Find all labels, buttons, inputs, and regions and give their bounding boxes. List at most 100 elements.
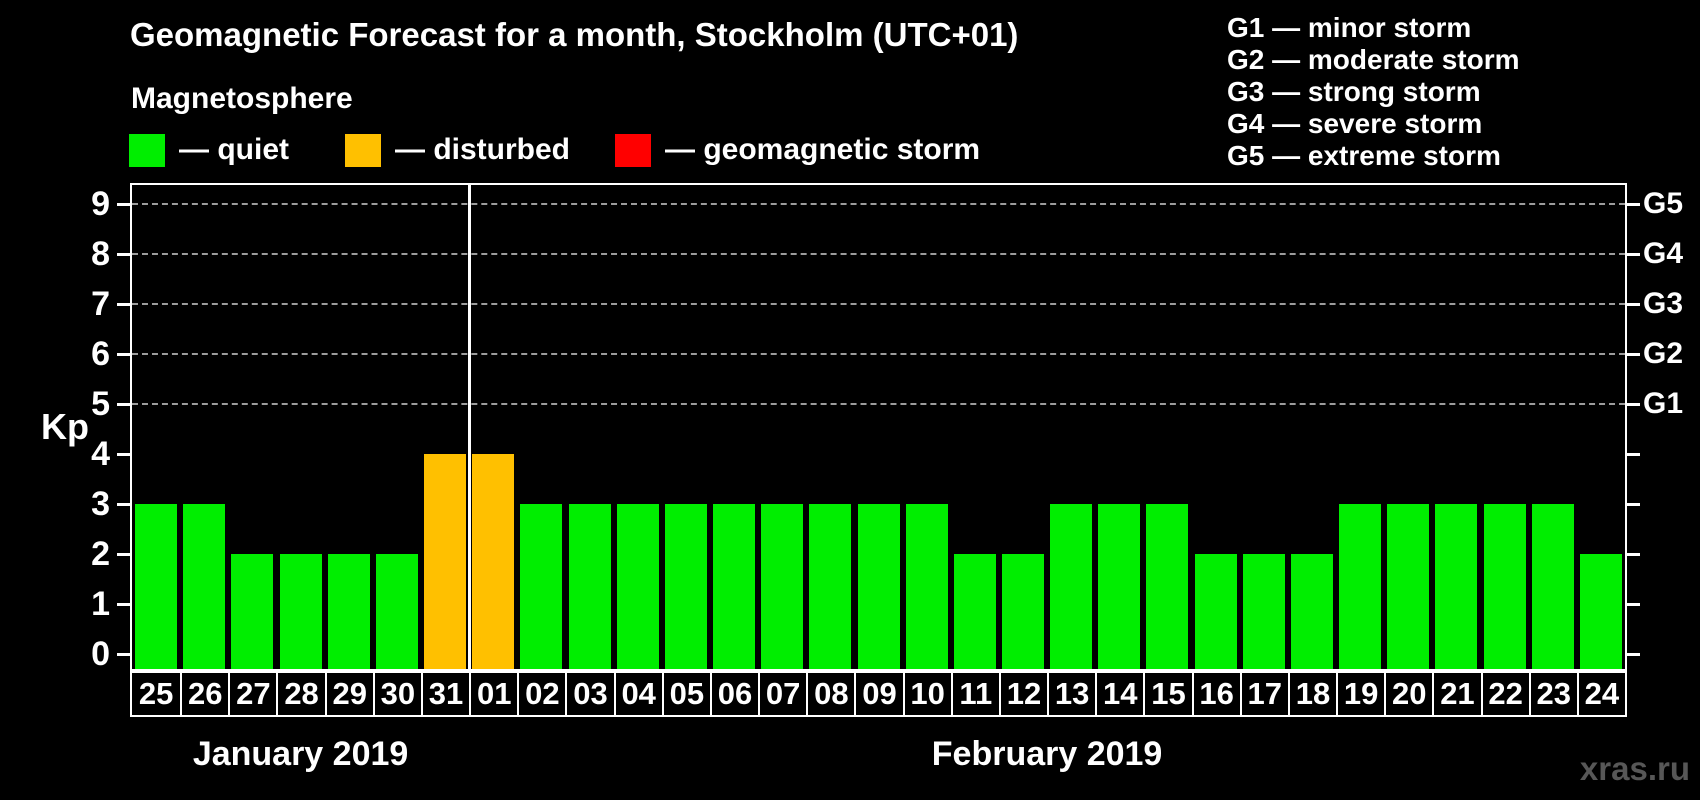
g-legend-line-G1: G1 — minor storm (1227, 12, 1472, 43)
kp-bar-day-22 (1483, 504, 1526, 669)
month-label: February 2019 (931, 735, 1163, 773)
y-axis-tick-right (1627, 403, 1640, 406)
kp-bar-day-17 (1242, 554, 1285, 669)
g-level-label: G4 (1643, 237, 1684, 270)
day-label: 10 (902, 673, 951, 715)
kp-bar-day-09 (857, 504, 900, 669)
kp-bar-day-15 (1146, 504, 1189, 669)
day-label: 15 (1143, 673, 1191, 715)
day-label: 31 (420, 673, 469, 715)
gridline (132, 203, 1625, 205)
gridline (132, 303, 1625, 305)
kp-bar-day-21 (1435, 504, 1478, 669)
day-label: 28 (276, 673, 324, 715)
g-scale-legend: G1 — minor storm G2 — moderate storm G3 — … (1227, 12, 1520, 172)
day-label: 22 (1480, 673, 1529, 715)
legend-item-storm: — geomagnetic storm (615, 133, 980, 167)
y-axis-tick-right (1627, 603, 1640, 606)
kp-bar-day-07 (761, 504, 804, 669)
kp-bar-day-31 (424, 454, 467, 669)
day-label: 27 (228, 673, 276, 715)
day-label: 13 (1047, 673, 1095, 715)
y-axis-tick-left (117, 203, 130, 206)
day-label: 02 (517, 673, 565, 715)
kp-bar-day-11 (953, 554, 996, 669)
y-axis-tick-right (1627, 503, 1640, 506)
kp-bar-day-05 (664, 504, 707, 669)
day-label: 09 (854, 673, 902, 715)
y-tick-label: 4 (91, 435, 110, 473)
y-axis-tick-left (117, 603, 130, 606)
legend-heading: Magnetosphere (131, 82, 353, 115)
kp-bar-day-30 (375, 554, 418, 669)
g-legend-line-G3: G3 — strong storm (1227, 76, 1481, 107)
day-label: 23 (1528, 673, 1577, 715)
y-axis-tick-left (117, 403, 130, 406)
day-label: 04 (613, 673, 662, 715)
kp-bar-day-23 (1531, 504, 1574, 669)
kp-bar-day-03 (568, 504, 611, 669)
kp-bar-day-01 (472, 454, 515, 669)
day-label: 29 (324, 673, 373, 715)
y-axis-tick-right (1627, 303, 1640, 306)
legend-label-quiet: — quiet (179, 133, 289, 166)
day-label: 25 (138, 676, 174, 711)
y-axis-tick-left (117, 453, 130, 456)
day-label: 19 (1336, 673, 1384, 715)
g-legend-line-G2: G2 — moderate storm (1227, 44, 1520, 75)
kp-bar-day-18 (1290, 554, 1333, 669)
y-tick-label: 2 (91, 535, 110, 573)
kp-bar-day-25 (135, 504, 178, 669)
legend-swatch-storm (615, 133, 651, 167)
y-axis-tick-right (1627, 453, 1640, 456)
kp-bar-day-19 (1339, 504, 1382, 669)
y-axis-tick-right (1627, 353, 1640, 356)
y-tick-label: 3 (91, 485, 110, 523)
day-label: 30 (372, 673, 421, 715)
y-tick-label: 8 (91, 235, 110, 273)
kp-bar-day-26 (183, 504, 226, 669)
gridline (132, 353, 1625, 355)
g-legend-line-G5: G5 — extreme storm (1227, 140, 1501, 171)
kp-bar-day-27 (231, 554, 274, 669)
legend-item-quiet: — quiet (129, 133, 289, 167)
kp-bar-day-20 (1387, 504, 1430, 669)
kp-bar-day-14 (1098, 504, 1141, 669)
legend-item-disturbed: — disturbed (345, 133, 570, 167)
kp-bar-day-16 (1194, 554, 1237, 669)
y-axis-tick-right (1627, 653, 1640, 656)
y-axis-tick-left (117, 553, 130, 556)
y-axis-tick-left (117, 503, 130, 506)
day-label: 21 (1432, 673, 1480, 715)
y-tick-label: 9 (91, 185, 110, 223)
y-tick-label: 5 (91, 385, 110, 423)
day-label: 06 (709, 673, 758, 715)
y-tick-label: 0 (91, 635, 110, 673)
legend-label-disturbed: — disturbed (395, 133, 571, 166)
kp-bar-day-04 (616, 504, 659, 669)
y-axis-tick-right (1627, 203, 1640, 206)
plot-area: G1 G2 G3 G4 G5 0 1 2 3 4 5 6 7 8 9 (91, 183, 1683, 673)
g-level-label: G1 (1643, 387, 1684, 420)
y-axis-tick-left (117, 653, 130, 656)
day-label: 14 (1095, 673, 1143, 715)
g-legend-line-G4: G4 — severe storm (1227, 108, 1483, 139)
y-axis-tick-left (117, 253, 130, 256)
y-tick-label: 7 (91, 285, 110, 323)
day-label: 24 (1576, 673, 1625, 715)
kp-bar-day-28 (279, 554, 322, 669)
day-label: 16 (1191, 673, 1240, 715)
gridline (132, 403, 1625, 405)
month-label: January 2019 (192, 735, 409, 773)
y-tick-label: 1 (91, 585, 110, 623)
day-label: 20 (1384, 673, 1432, 715)
gridline (132, 253, 1625, 255)
y-tick-label: 6 (91, 335, 110, 373)
day-label: 07 (758, 673, 806, 715)
day-label: 11 (950, 673, 999, 715)
legend-swatch-quiet (129, 133, 165, 167)
day-label: 18 (1287, 673, 1336, 715)
kp-bar-day-10 (905, 504, 948, 669)
month-separator-line (467, 185, 471, 669)
